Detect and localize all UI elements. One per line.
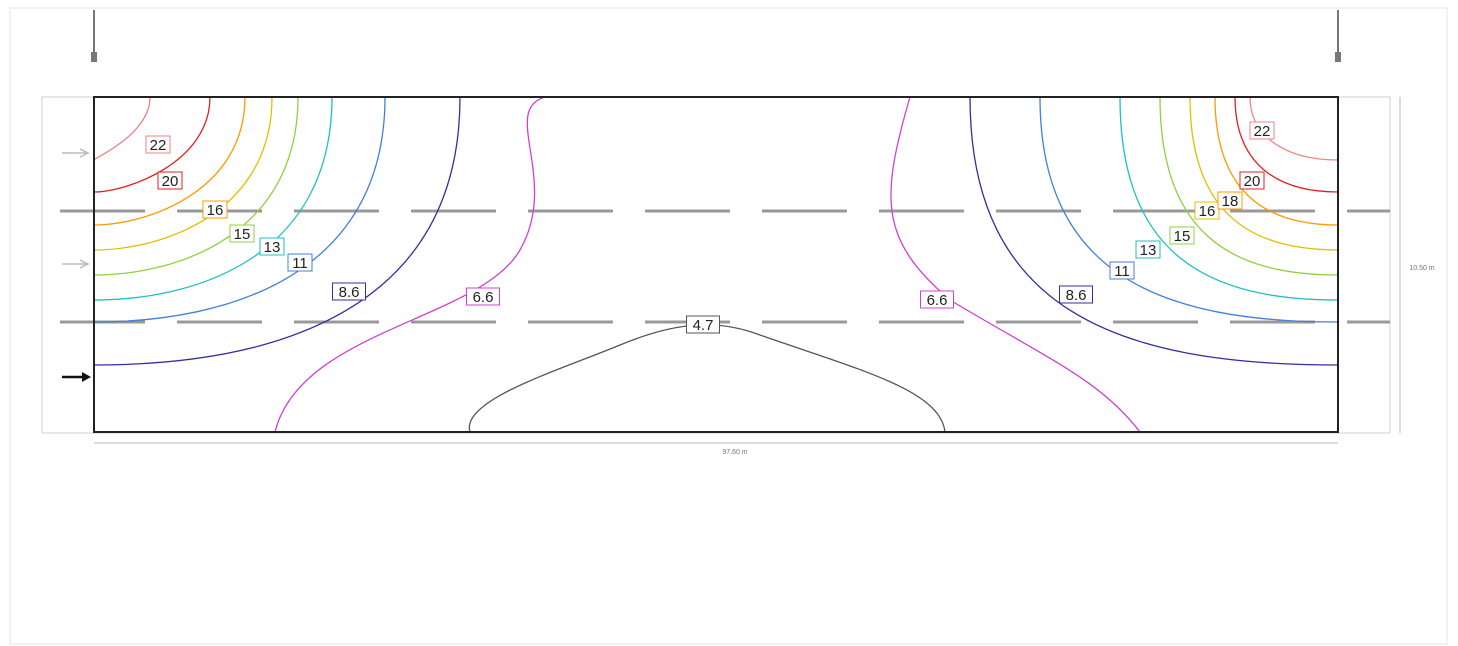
- label-box: [259, 237, 285, 256]
- isoline-label: 13: [1140, 242, 1157, 259]
- arrow: [62, 259, 90, 269]
- label-box: [1194, 201, 1220, 220]
- isoline: [1189, 96, 1339, 251]
- road: [93, 96, 1339, 433]
- pole-base: [91, 52, 97, 62]
- isoline-label: 11: [292, 255, 308, 272]
- isoline-label: 16: [207, 202, 224, 219]
- label-box: [287, 253, 313, 272]
- isoline-label: 22: [1254, 123, 1271, 140]
- isoline: [1249, 96, 1339, 161]
- label-box: [332, 282, 366, 301]
- label-box: [1135, 240, 1161, 259]
- arrow: [62, 148, 90, 158]
- isoline-label: 8.6: [1066, 287, 1087, 304]
- isoline-label: 16: [1199, 203, 1216, 220]
- label-box: [1249, 121, 1275, 140]
- width-label: 10.50 m: [1409, 265, 1434, 272]
- length-label: 97.60 m: [722, 449, 747, 456]
- label-box: [1169, 226, 1195, 245]
- isoline-label: 6.6: [927, 292, 948, 309]
- lane-markings: [60, 209, 1390, 324]
- direction-arrows: [62, 148, 91, 382]
- label-box: [1217, 191, 1243, 210]
- label-box: [920, 290, 954, 309]
- isoline-label: 4.7: [693, 317, 714, 334]
- label-box: [157, 171, 183, 190]
- isoline: [93, 96, 333, 301]
- label-box: [686, 315, 720, 334]
- isoline-labels: 22 20 16 15 13 11 8.6 6.6 4.7 6.6 8.6 11 13 15 16 18 20 2…: [145, 121, 1275, 334]
- isoline-label: 18: [1222, 193, 1239, 210]
- isoline: [274, 96, 546, 433]
- isoline: [93, 96, 461, 366]
- isoline-label: 11: [1114, 263, 1130, 280]
- isoline: [93, 96, 246, 226]
- isoline: [969, 96, 1339, 366]
- isoline-label: 22: [150, 137, 167, 154]
- isoline-label: 6.6: [473, 289, 494, 306]
- label-box: [466, 287, 500, 306]
- isoline: [1119, 96, 1339, 301]
- isoline-label: 20: [1244, 173, 1261, 190]
- label-box: [202, 200, 228, 219]
- label-box: [1239, 171, 1265, 190]
- isolines: [93, 96, 1339, 433]
- isoline-label: 15: [234, 226, 251, 243]
- isoline-label: 20: [162, 173, 179, 190]
- label-box: [1109, 261, 1135, 280]
- pole-base: [1335, 52, 1341, 62]
- label-box: [1059, 285, 1093, 304]
- isoline-label: 13: [264, 239, 281, 256]
- isoline-label: 8.6: [339, 284, 360, 301]
- label-box: [229, 224, 255, 243]
- label-box: [145, 135, 171, 154]
- isoline: [93, 96, 211, 193]
- isoline-label: 15: [1174, 228, 1191, 245]
- arrow-head: [82, 372, 91, 382]
- isoline: [1234, 96, 1339, 193]
- isoline: [1159, 96, 1339, 276]
- isoline: [1214, 96, 1339, 226]
- isoline: [93, 96, 299, 276]
- isoline: [93, 96, 386, 323]
